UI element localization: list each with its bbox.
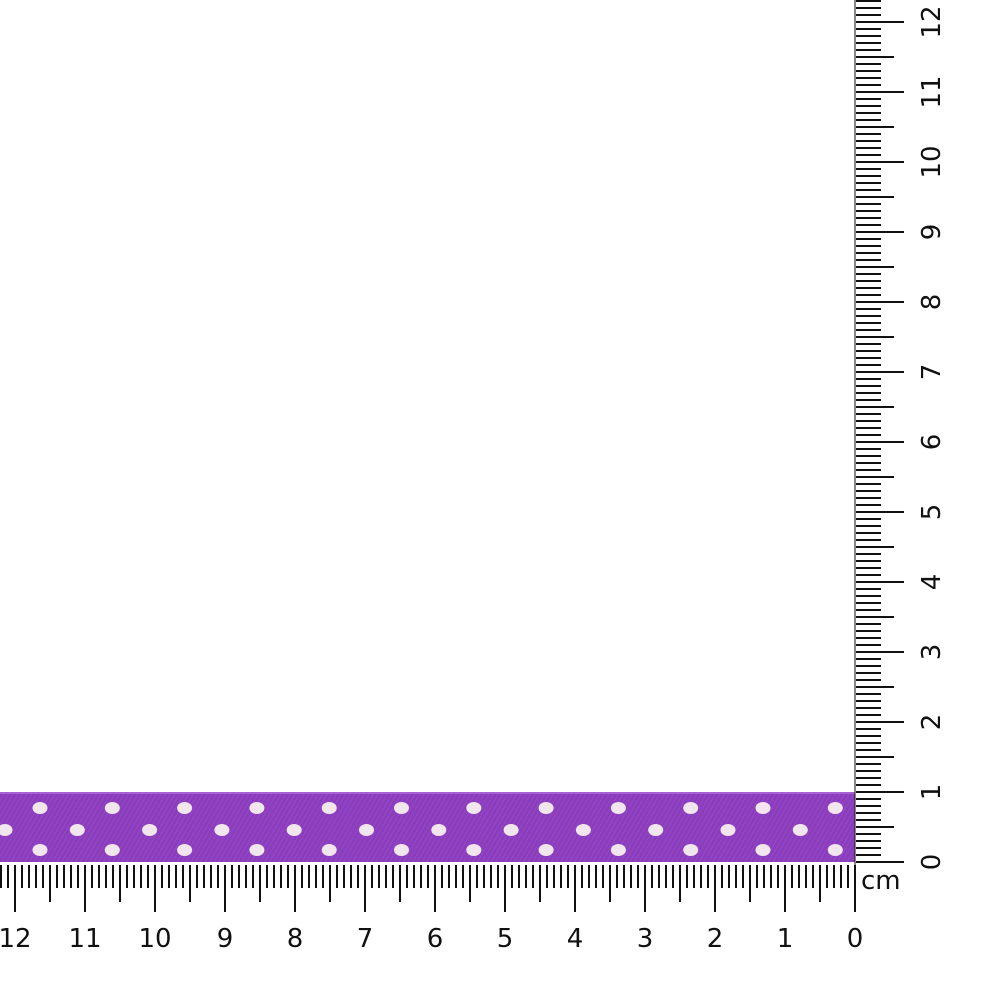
v-label: 11 [917, 75, 947, 108]
h-label: 4 [567, 924, 584, 954]
polka-dot [466, 802, 482, 814]
h-label: 10 [138, 924, 171, 954]
polka-dot [538, 844, 554, 856]
polka-dot [214, 824, 230, 836]
polka-dot [104, 844, 120, 856]
v-label: 6 [917, 434, 947, 451]
polka-dot [32, 802, 48, 814]
polka-dot [177, 844, 193, 856]
polka-dot [648, 824, 664, 836]
h-label: 11 [68, 924, 101, 954]
ribbon [0, 792, 855, 862]
v-label: 4 [917, 574, 947, 591]
polka-dot [249, 844, 265, 856]
polka-dot [792, 824, 808, 836]
polka-dot [0, 824, 13, 836]
polka-dot [142, 824, 158, 836]
polka-dot [431, 824, 447, 836]
v-label: 9 [917, 224, 947, 241]
v-label: 1 [917, 784, 947, 801]
polka-dot [69, 824, 85, 836]
polka-dot [538, 802, 554, 814]
unit-label: cm [861, 866, 901, 896]
polka-dot [394, 844, 409, 856]
polka-dot [827, 844, 843, 856]
polka-dot [249, 802, 265, 814]
h-label: 1 [777, 924, 794, 954]
h-label: 12 [0, 924, 32, 954]
polka-dot [321, 802, 337, 814]
h-label: 0 [847, 924, 864, 954]
polka-dot [104, 802, 120, 814]
v-label: 10 [917, 145, 947, 178]
polka-dot [359, 824, 374, 836]
h-label: 8 [287, 924, 304, 954]
polka-dot [321, 844, 337, 856]
v-label: 0 [917, 854, 947, 871]
h-label: 3 [637, 924, 654, 954]
v-label: 3 [917, 644, 947, 661]
h-label: 7 [357, 924, 374, 954]
polka-dot [177, 802, 193, 814]
polka-dot [683, 802, 699, 814]
polka-dot [394, 802, 409, 814]
polka-dot [286, 824, 302, 836]
polka-dot [720, 824, 736, 836]
v-label: 7 [917, 364, 947, 381]
h-label: 6 [427, 924, 444, 954]
polka-dot [575, 824, 591, 836]
h-label: 2 [707, 924, 724, 954]
polka-dot [466, 844, 482, 856]
polka-dot [610, 802, 626, 814]
h-label: 5 [497, 924, 514, 954]
polka-dot [32, 844, 48, 856]
polka-dot [755, 844, 771, 856]
v-label: 12 [917, 5, 947, 38]
polka-dot [683, 844, 699, 856]
polka-dot [610, 844, 626, 856]
polka-dot [503, 824, 519, 836]
polka-dot [827, 802, 843, 814]
polka-dot [755, 802, 771, 814]
h-label: 9 [217, 924, 234, 954]
v-label: 5 [917, 504, 947, 521]
v-label: 2 [917, 714, 947, 731]
v-label: 8 [917, 294, 947, 311]
